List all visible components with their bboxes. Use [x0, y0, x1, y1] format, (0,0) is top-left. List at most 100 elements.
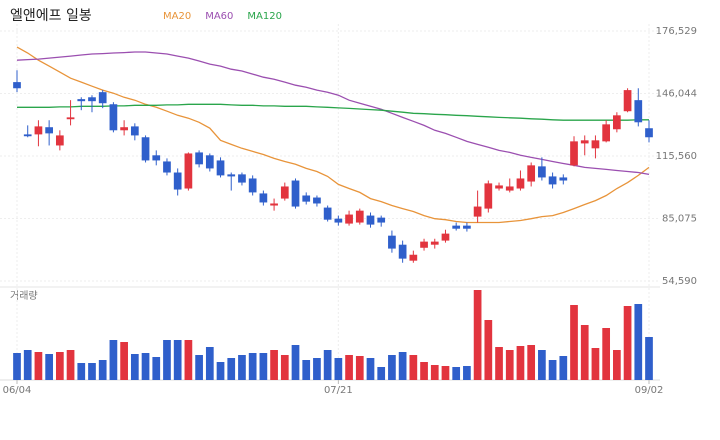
ma-line [16, 51, 650, 176]
volume-bar [505, 350, 514, 380]
candle-body [88, 97, 96, 102]
candle-body [355, 210, 364, 223]
y-tick-label: 54,590 [662, 276, 697, 287]
volume-bar [441, 366, 450, 380]
candle-body [270, 203, 278, 206]
volume-bar [409, 355, 418, 380]
candle-body [163, 161, 171, 173]
volume-bar [23, 350, 32, 380]
candle-body [377, 217, 386, 223]
candle-body [602, 124, 611, 142]
volume-bar [313, 358, 321, 380]
candle-body [398, 244, 407, 259]
volume-bar [173, 340, 182, 380]
volume-bar [34, 352, 43, 380]
volume-bar [163, 340, 171, 380]
candle-body [291, 180, 300, 207]
candle-body [613, 115, 621, 130]
y-tick-label: 146,044 [656, 89, 697, 100]
volume-bar [623, 306, 632, 380]
volume-bar [184, 340, 193, 380]
volume-bar [13, 353, 21, 380]
volume-bar [152, 357, 161, 380]
candle-body [334, 218, 343, 223]
candle-body [227, 174, 236, 177]
candle-body [505, 186, 514, 191]
candle-body [184, 153, 193, 189]
candle-body [205, 155, 214, 169]
volume-bar [355, 356, 364, 380]
candle-body [623, 90, 632, 112]
candle-body [195, 152, 203, 165]
candle-body [634, 100, 643, 123]
candle-body [548, 176, 557, 185]
candle-body [66, 117, 75, 120]
x-tick-label: 07/21 [324, 385, 353, 396]
volume-bar [323, 350, 332, 380]
y-tick-label: 85,075 [662, 213, 697, 224]
volume-bar [570, 305, 578, 380]
candle-body [141, 137, 150, 161]
volume-bar [580, 325, 589, 380]
volume-bar [66, 350, 75, 380]
legend-label: MA60 [205, 11, 233, 22]
ma-line [16, 46, 650, 224]
y-tick-label: 115,560 [656, 151, 697, 162]
volume-bar [516, 346, 525, 380]
volume-bar [130, 354, 139, 380]
volume-bar [527, 345, 536, 380]
candle-body [23, 134, 32, 137]
candle-body [216, 160, 225, 176]
candle-body [98, 92, 107, 104]
chart-title: 엘앤에프 일봉 [10, 8, 92, 24]
candle-body [559, 177, 568, 181]
candle-body [538, 166, 546, 178]
candle-body [463, 225, 471, 229]
x-tick-label: 06/04 [3, 385, 32, 396]
volume-bar [420, 362, 428, 380]
candle-body [302, 195, 311, 202]
legend-label: MA20 [163, 11, 191, 22]
volume-bar [280, 355, 289, 380]
candle-body [409, 254, 418, 261]
candle-body [473, 206, 482, 217]
volume-bar [98, 360, 107, 380]
volume-bar [634, 304, 643, 380]
candle-body [313, 197, 321, 204]
volume-bar [645, 337, 653, 380]
candle-body [323, 207, 332, 220]
volume-bar [238, 355, 246, 380]
candle-body [645, 128, 653, 138]
candle-body [152, 155, 161, 161]
volume-bar [216, 362, 225, 380]
candle-body [495, 185, 503, 189]
volume-bar [334, 358, 343, 380]
candle-body [580, 140, 589, 144]
candle-body [280, 186, 289, 199]
candle-body [452, 225, 461, 229]
candle-body [441, 233, 450, 241]
candle-body [570, 141, 578, 166]
candle-body [13, 82, 21, 89]
candle-body [238, 174, 246, 183]
volume-bar [291, 345, 300, 380]
volume-bar [377, 367, 386, 380]
volume-bar [452, 367, 461, 380]
volume-bar [366, 358, 375, 380]
y-tick-label: 176,529 [656, 26, 697, 37]
candle-body [430, 241, 439, 245]
candle-body [527, 165, 536, 182]
candle-body [120, 127, 128, 131]
volume-bar [270, 350, 278, 380]
volume-bar [538, 350, 546, 380]
volume-bar [141, 353, 150, 380]
volume-bar [109, 340, 118, 380]
candle-body [366, 215, 375, 225]
volume-bar [345, 355, 353, 380]
candle-body [34, 126, 43, 135]
candle-body [388, 235, 396, 249]
volume-bar [473, 290, 482, 380]
candle-body [45, 127, 53, 134]
candle-body [173, 172, 182, 190]
